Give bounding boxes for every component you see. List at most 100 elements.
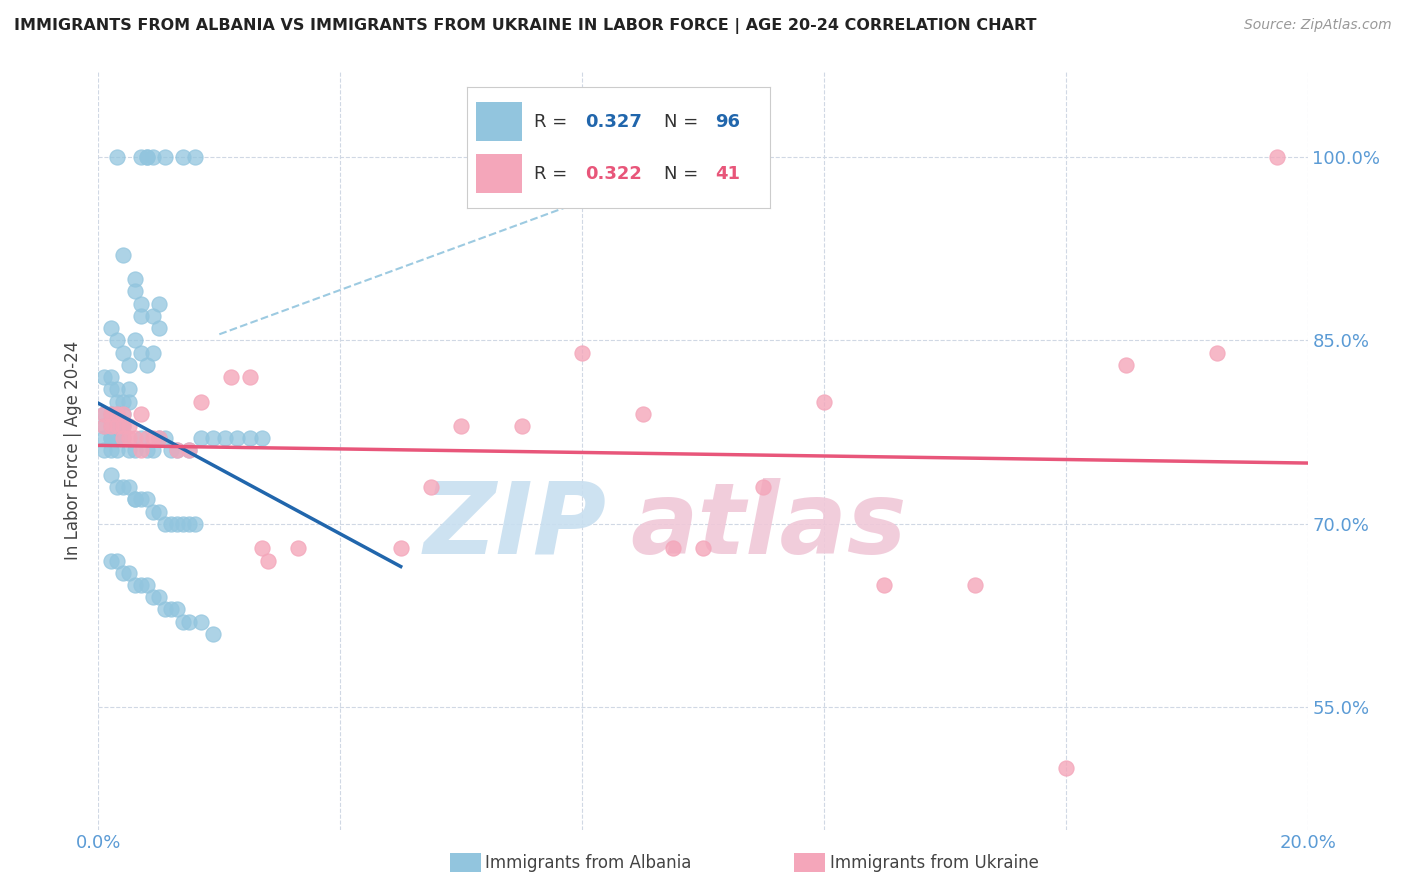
Point bbox=[105, 382, 128, 396]
Point bbox=[148, 431, 170, 445]
Point bbox=[142, 443, 165, 458]
Point bbox=[1054, 761, 1077, 775]
Point bbox=[135, 431, 157, 445]
Point bbox=[105, 150, 128, 164]
Point bbox=[752, 480, 775, 494]
Point bbox=[105, 334, 128, 348]
Point bbox=[153, 602, 176, 616]
Point bbox=[93, 419, 115, 434]
Point bbox=[202, 431, 225, 445]
Point bbox=[287, 541, 309, 556]
Text: atlas: atlas bbox=[630, 478, 907, 574]
Point bbox=[118, 382, 141, 396]
Text: Immigrants from Albania: Immigrants from Albania bbox=[485, 854, 692, 871]
Point bbox=[111, 345, 134, 359]
Text: ZIP: ZIP bbox=[423, 478, 606, 574]
Point bbox=[93, 419, 115, 434]
Point bbox=[142, 150, 165, 164]
Point bbox=[129, 443, 152, 458]
Point bbox=[118, 358, 141, 372]
Point bbox=[965, 578, 987, 592]
Text: Source: ZipAtlas.com: Source: ZipAtlas.com bbox=[1244, 18, 1392, 32]
Point bbox=[118, 419, 141, 434]
Point bbox=[250, 431, 273, 445]
Point bbox=[111, 480, 134, 494]
Point bbox=[111, 431, 134, 445]
Point bbox=[100, 407, 122, 421]
Point bbox=[250, 541, 273, 556]
Y-axis label: In Labor Force | Age 20-24: In Labor Force | Age 20-24 bbox=[65, 341, 83, 560]
Point bbox=[129, 492, 152, 507]
Point bbox=[190, 615, 212, 629]
Point bbox=[100, 431, 122, 445]
Point bbox=[160, 443, 183, 458]
Point bbox=[510, 419, 533, 434]
Point bbox=[135, 492, 157, 507]
Point bbox=[124, 578, 146, 592]
Point bbox=[160, 602, 183, 616]
Point bbox=[1267, 150, 1289, 164]
Point bbox=[129, 578, 152, 592]
Point bbox=[153, 431, 176, 445]
Point bbox=[105, 407, 128, 421]
Point bbox=[105, 407, 128, 421]
Point bbox=[571, 345, 593, 359]
Point bbox=[93, 431, 115, 445]
Point bbox=[692, 541, 714, 556]
Point bbox=[160, 516, 183, 531]
Point bbox=[135, 443, 157, 458]
Point bbox=[135, 578, 157, 592]
Point bbox=[166, 602, 188, 616]
Point bbox=[118, 566, 141, 580]
Point bbox=[105, 419, 128, 434]
Point bbox=[214, 431, 236, 445]
Point bbox=[172, 150, 194, 164]
Point bbox=[100, 321, 122, 335]
Point bbox=[221, 370, 243, 384]
Text: Immigrants from Ukraine: Immigrants from Ukraine bbox=[830, 854, 1039, 871]
Point bbox=[118, 394, 141, 409]
Point bbox=[420, 480, 443, 494]
Point bbox=[153, 150, 176, 164]
Point bbox=[166, 443, 188, 458]
Point bbox=[873, 578, 896, 592]
Point bbox=[105, 553, 128, 567]
Point bbox=[179, 615, 201, 629]
Point bbox=[93, 407, 115, 421]
Point bbox=[179, 443, 201, 458]
Point bbox=[93, 443, 115, 458]
Point bbox=[129, 150, 152, 164]
Point bbox=[153, 516, 176, 531]
Point bbox=[184, 516, 207, 531]
Point bbox=[631, 407, 654, 421]
Point bbox=[389, 541, 412, 556]
Point bbox=[129, 309, 152, 323]
Point bbox=[142, 591, 165, 605]
Point bbox=[179, 516, 201, 531]
Point bbox=[118, 480, 141, 494]
Point bbox=[100, 407, 122, 421]
Point bbox=[142, 345, 165, 359]
Text: IMMIGRANTS FROM ALBANIA VS IMMIGRANTS FROM UKRAINE IN LABOR FORCE | AGE 20-24 CO: IMMIGRANTS FROM ALBANIA VS IMMIGRANTS FR… bbox=[14, 18, 1036, 34]
Point bbox=[124, 334, 146, 348]
Point bbox=[179, 443, 201, 458]
Point bbox=[105, 443, 128, 458]
Point bbox=[93, 407, 115, 421]
Point bbox=[124, 272, 146, 286]
Point bbox=[129, 296, 152, 310]
Point bbox=[813, 394, 835, 409]
Point bbox=[129, 407, 152, 421]
Point bbox=[118, 431, 141, 445]
Point bbox=[148, 296, 170, 310]
Point bbox=[124, 492, 146, 507]
Point bbox=[105, 431, 128, 445]
Point bbox=[105, 480, 128, 494]
Point bbox=[100, 467, 122, 482]
Point bbox=[111, 407, 134, 421]
Point bbox=[129, 345, 152, 359]
Point bbox=[129, 431, 152, 445]
Point bbox=[105, 419, 128, 434]
Point bbox=[100, 419, 122, 434]
Point bbox=[226, 431, 249, 445]
Point bbox=[661, 541, 683, 556]
